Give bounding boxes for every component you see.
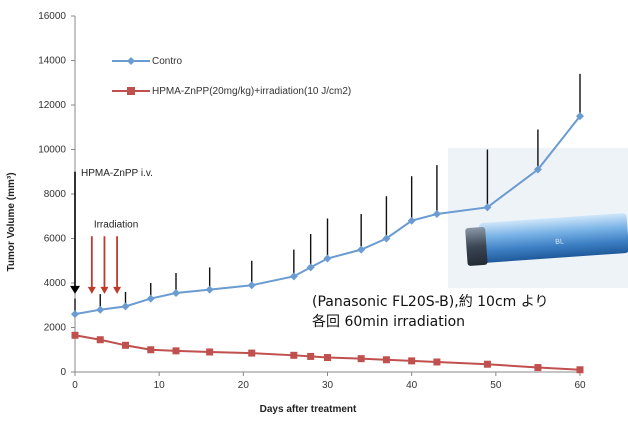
y-tick-label: 2000 [44,323,67,334]
data-point-treatment [357,355,365,363]
annotations: HPMA-ZnPP i.v. Irradiation [70,168,153,294]
data-point-treatment [147,346,155,354]
legend-label-treatment: HPMA-ZnPP(20mg/kg)+irradiation(10 J/cm2) [152,86,351,97]
x-tick-label: 60 [574,380,586,391]
y-tick-label: 16000 [38,11,66,22]
data-point-control [357,245,366,254]
data-point-treatment [408,357,416,365]
data-point-treatment [307,352,315,360]
data-point-treatment [433,358,441,366]
irradiation-arrow-head [113,286,122,294]
data-point-treatment [534,364,542,372]
data-point-control [71,310,79,319]
y-tick-label: 0 [60,367,66,378]
data-point-control [483,203,492,212]
data-point-treatment [122,341,129,349]
legend: Contro HPMA-ZnPP(20mg/kg)+irradiation(10… [112,56,351,97]
data-point-treatment [290,351,298,359]
data-point-treatment [382,356,390,364]
data-point-control [247,281,256,290]
irradiation-arrow-head [87,286,96,294]
data-point-treatment [71,331,79,339]
y-tick-label: 12000 [38,100,66,111]
injection-arrow-head [70,285,80,294]
lamp-note-line1: (Panasonic FL20S-B),約 10cm より [312,294,549,310]
y-tick-label: 10000 [38,145,66,156]
x-tick-label: 30 [322,380,334,391]
data-point-control [172,289,180,298]
data-point-control [323,254,332,263]
x-tick-label: 20 [238,380,250,391]
x-tick-label: 0 [72,380,78,391]
x-tick-label: 10 [154,380,166,391]
data-point-control [146,294,155,303]
y-axis-label: Tumor Volume (mm³) [6,172,17,271]
y-tick-label: 14000 [38,56,66,67]
data-point-control [533,165,542,174]
data-point-treatment [576,366,584,374]
data-point-treatment [483,360,491,368]
legend-marker-control [127,57,135,65]
data-point-control [205,285,214,294]
data-point-treatment [324,354,331,362]
x-tick-label: 50 [490,380,502,391]
annotation-injection: HPMA-ZnPP i.v. [81,168,153,179]
lamp-label: BL [555,238,564,246]
data-point-treatment [172,347,180,355]
data-point-control [432,210,441,219]
data-point-treatment [96,336,104,344]
data-point-treatment [206,348,214,356]
y-tick-label: 8000 [44,189,67,200]
x-axis-label: Days after treatment [260,404,357,415]
data-point-treatment [248,349,256,357]
legend-marker-treatment [127,87,135,95]
y-tick-label: 6000 [44,234,67,245]
irradiation-arrow-head [100,286,109,294]
annotation-irradiation: Irradiation [94,219,138,230]
lamp-note: (Panasonic FL20S-B),約 10cm より 各回 60min i… [312,292,548,333]
data-point-control [306,263,315,272]
data-point-control [407,216,416,225]
data-point-control [576,112,584,121]
data-point-control [382,234,391,243]
y-tick-label: 4000 [44,278,67,289]
legend-label-control: Contro [152,56,182,67]
lamp-note-line2: 各回 60min irradiation [312,314,466,331]
data-point-control [96,305,105,314]
series-markers [71,112,584,374]
data-point-control [121,302,130,311]
x-tick-label: 40 [406,380,418,391]
data-point-control [289,272,298,281]
